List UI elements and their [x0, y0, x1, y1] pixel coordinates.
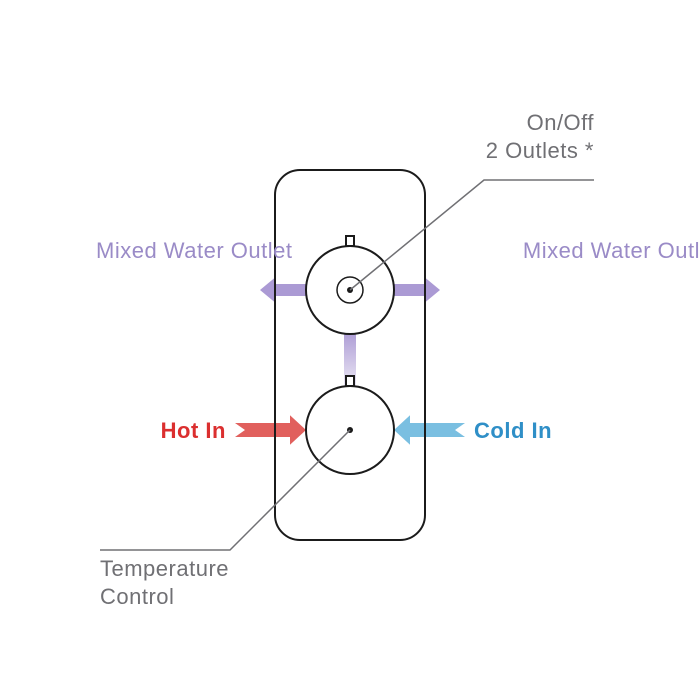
label-temp-line1: Temperature [100, 556, 229, 581]
label-mixed-right: Mixed Water Outl [523, 238, 700, 263]
label-onoff-line1: On/Off [527, 110, 595, 135]
temperature-knob-stem [346, 376, 354, 386]
label-temp-line2: Control [100, 584, 174, 609]
onoff-knob-stem [346, 236, 354, 246]
label-cold-in: Cold In [474, 418, 552, 443]
label-mixed-left: Mixed Water Outlet [96, 238, 292, 263]
label-hot-in: Hot In [161, 418, 226, 443]
label-onoff-line2: 2 Outlets * [486, 138, 594, 163]
